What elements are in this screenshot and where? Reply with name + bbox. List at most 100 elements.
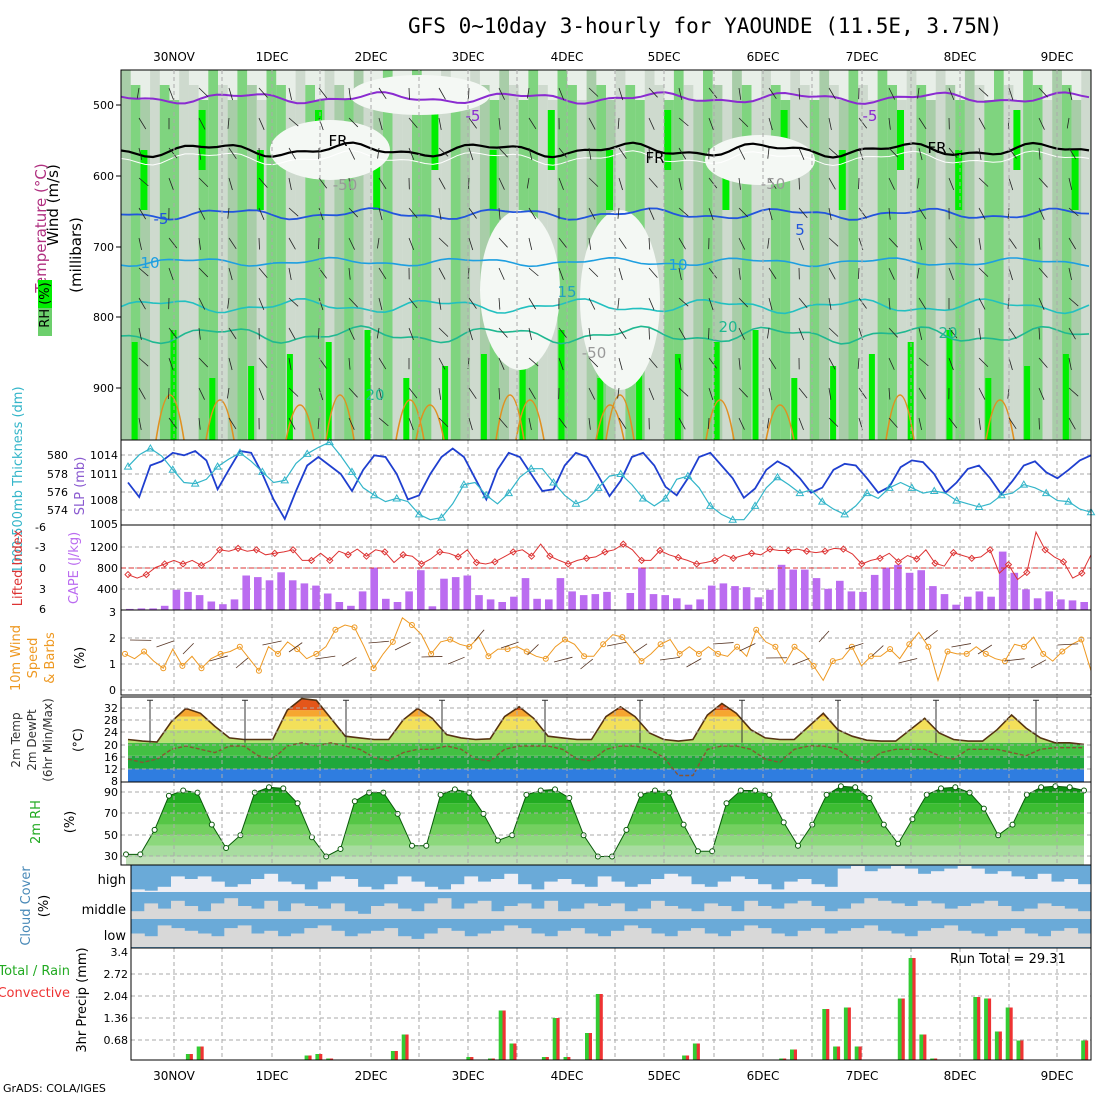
cloud-low	[904, 936, 919, 947]
rh-point	[1038, 784, 1045, 791]
cloud-low	[1011, 928, 1025, 947]
wind-barb	[798, 147, 805, 160]
wind-barb	[888, 267, 895, 280]
cloud-low	[291, 933, 305, 947]
cloud-high	[691, 884, 705, 892]
wind-barb	[648, 387, 655, 401]
wind-barb	[438, 297, 442, 310]
precip-total-bar	[919, 1034, 925, 1060]
rh-band	[741, 85, 752, 455]
li-point	[234, 544, 242, 553]
wind-barb	[738, 357, 741, 370]
cape-bar	[731, 586, 739, 610]
thickness-point	[974, 502, 984, 510]
wind-speed-point	[944, 648, 951, 655]
cape-bar	[638, 567, 646, 610]
wind-speed-point	[753, 626, 760, 633]
rh-band-saturated	[946, 330, 953, 440]
wind-barb	[768, 387, 773, 401]
cloud-high	[611, 881, 625, 892]
cloud-middle	[611, 903, 625, 919]
precip-total-bar	[822, 1009, 828, 1060]
rh-band	[1071, 100, 1082, 470]
li-point	[472, 558, 481, 567]
wind-barb-10m	[924, 629, 938, 641]
li-point	[582, 554, 591, 562]
rh-band	[227, 100, 238, 470]
precip-convective-bar	[901, 998, 905, 1060]
wind-barb-10m	[553, 656, 573, 663]
precip-total-bar	[315, 1054, 321, 1060]
precip-total-bar	[908, 958, 914, 1060]
cloud-low	[944, 925, 959, 947]
thickness-point	[1019, 480, 1029, 488]
li-point	[876, 554, 884, 562]
wind-barb	[648, 147, 651, 160]
wind-barb	[768, 207, 773, 221]
rh-band	[208, 70, 218, 440]
wind-barb	[168, 147, 178, 159]
wind-barb	[648, 357, 658, 368]
cloud-middle	[931, 903, 945, 919]
wind-barb	[198, 417, 201, 430]
cloud-middle	[384, 903, 399, 919]
cloud-high	[251, 879, 265, 892]
cloud-middle	[637, 908, 652, 919]
tick-label: 700	[93, 241, 114, 254]
wind-barb-10m	[368, 640, 389, 644]
wind-barb-10m	[871, 645, 884, 657]
axis-label: Lifted Index	[11, 529, 26, 606]
cape-bar	[591, 594, 600, 610]
cloud-middle	[171, 900, 185, 919]
wind-barb	[678, 387, 689, 397]
cloud-middle	[291, 903, 305, 919]
cloud-middle	[811, 906, 825, 919]
wind-barb	[1038, 417, 1040, 430]
wind-barb	[288, 267, 292, 280]
wind-barb	[228, 357, 233, 371]
wind-barb	[498, 87, 505, 100]
wind-barb	[138, 147, 143, 161]
wind-barb	[558, 357, 564, 371]
cloud-middle	[677, 908, 692, 919]
rh-band	[363, 85, 374, 455]
wind-barb	[378, 297, 383, 311]
cloud-high	[424, 886, 439, 892]
thickness-point	[258, 467, 267, 475]
wind-barb	[738, 147, 746, 160]
tick-label: 90	[104, 786, 118, 799]
precip-bg	[131, 948, 1091, 1060]
rh-point	[938, 785, 944, 792]
wind-barb	[828, 297, 832, 310]
wind-barb	[138, 417, 142, 430]
wind-barb	[1038, 237, 1041, 250]
cloud-high	[664, 873, 679, 892]
wind-barb	[678, 147, 687, 160]
wind-barb	[1008, 87, 1014, 101]
cloud-middle	[1011, 911, 1025, 919]
wind-barb	[288, 177, 292, 191]
rh-band-saturated	[442, 366, 449, 440]
rh-band	[916, 85, 927, 455]
li-point	[692, 560, 701, 568]
precip-total-bar	[498, 1010, 504, 1060]
tick-label-left: 574	[47, 504, 68, 517]
cape-bar	[195, 595, 204, 610]
li-point	[1059, 558, 1068, 566]
rh-point	[494, 837, 501, 844]
rh-band	[150, 70, 160, 440]
cloud-low	[984, 936, 999, 947]
date-label-0: 30NOV	[153, 50, 195, 64]
wind-barb	[798, 237, 805, 251]
cloud-high	[131, 889, 145, 892]
precip-total-bar	[973, 997, 979, 1060]
cloud-middle	[184, 906, 199, 919]
cloud-middle	[1064, 908, 1079, 919]
date-labels-top: 30NOV 1DEC 2DEC 3DEC 4DEC 5DEC 6DEC 7DEC 8DEC 9DE…	[153, 50, 1073, 64]
wind-barb	[498, 297, 501, 310]
rh-band	[276, 85, 286, 455]
wind-barb	[468, 417, 473, 431]
wind-barb	[1038, 207, 1045, 220]
wind-barb	[708, 177, 718, 189]
panel-slp-thickness: 580 578 576 574 1014 1011 1008 1005 1000-500mb T…	[11, 386, 1096, 574]
